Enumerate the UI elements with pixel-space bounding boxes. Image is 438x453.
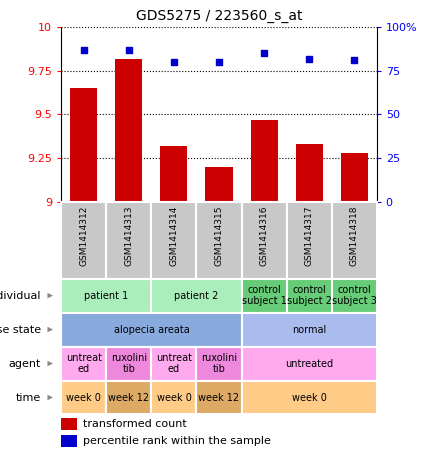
Text: GSM1414312: GSM1414312 <box>79 206 88 266</box>
Text: agent: agent <box>9 358 41 369</box>
Bar <box>205 167 233 202</box>
Text: normal: normal <box>292 324 326 335</box>
Text: disease state: disease state <box>0 324 41 335</box>
Bar <box>251 120 278 202</box>
Text: untreat
ed: untreat ed <box>156 353 192 374</box>
Text: ruxolini
tib: ruxolini tib <box>111 353 147 374</box>
Bar <box>296 144 323 202</box>
Text: alopecia areata: alopecia areata <box>113 324 189 335</box>
Text: control
subject 2: control subject 2 <box>286 285 332 306</box>
Text: time: time <box>16 392 41 403</box>
Text: GSM1414318: GSM1414318 <box>350 206 359 266</box>
Point <box>351 57 358 64</box>
Text: individual: individual <box>0 290 41 301</box>
Text: ruxolini
tib: ruxolini tib <box>201 353 237 374</box>
Point <box>306 55 313 62</box>
Text: week 0: week 0 <box>292 392 327 403</box>
Point <box>125 46 132 53</box>
Text: patient 1: patient 1 <box>84 290 128 301</box>
Text: patient 2: patient 2 <box>174 290 219 301</box>
Bar <box>71 88 97 202</box>
Text: control
subject 1: control subject 1 <box>242 285 286 306</box>
Text: untreated: untreated <box>285 358 333 369</box>
Point <box>170 58 177 66</box>
Bar <box>115 58 142 202</box>
Text: GSM1414313: GSM1414313 <box>124 206 134 266</box>
Point <box>261 50 268 57</box>
Text: week 12: week 12 <box>198 392 240 403</box>
Text: GSM1414315: GSM1414315 <box>215 206 223 266</box>
Text: transformed count: transformed count <box>83 419 187 429</box>
Text: week 0: week 0 <box>67 392 101 403</box>
Text: GSM1414317: GSM1414317 <box>304 206 314 266</box>
Text: GSM1414316: GSM1414316 <box>260 206 268 266</box>
Text: untreat
ed: untreat ed <box>66 353 102 374</box>
Point <box>80 46 87 53</box>
Text: week 12: week 12 <box>108 392 149 403</box>
Title: GDS5275 / 223560_s_at: GDS5275 / 223560_s_at <box>136 10 302 24</box>
Text: week 0: week 0 <box>156 392 191 403</box>
Text: control
subject 3: control subject 3 <box>332 285 377 306</box>
Text: GSM1414314: GSM1414314 <box>170 206 178 266</box>
Text: percentile rank within the sample: percentile rank within the sample <box>83 436 271 446</box>
Bar <box>61 435 77 447</box>
Point <box>215 58 223 66</box>
Bar <box>160 146 187 202</box>
Bar <box>61 418 77 430</box>
Bar <box>341 153 367 202</box>
